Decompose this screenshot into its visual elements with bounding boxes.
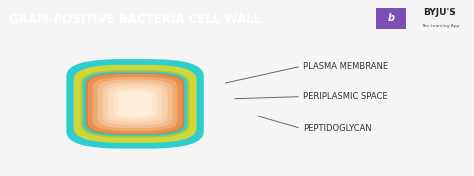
- FancyBboxPatch shape: [66, 59, 204, 149]
- Text: PERIPLASMIC SPACE: PERIPLASMIC SPACE: [303, 92, 388, 101]
- Text: The Learning App: The Learning App: [421, 24, 459, 28]
- Text: GRAM-POSITIVE BACTERIA CELL WALL: GRAM-POSITIVE BACTERIA CELL WALL: [9, 12, 261, 26]
- Text: b: b: [387, 13, 394, 23]
- FancyBboxPatch shape: [86, 73, 184, 134]
- FancyBboxPatch shape: [118, 91, 153, 117]
- FancyBboxPatch shape: [98, 80, 173, 128]
- FancyBboxPatch shape: [92, 77, 178, 131]
- FancyBboxPatch shape: [83, 71, 187, 136]
- FancyBboxPatch shape: [73, 65, 197, 143]
- FancyBboxPatch shape: [102, 82, 168, 125]
- Text: BYJU'S: BYJU'S: [423, 8, 456, 17]
- Bar: [376, 8, 406, 29]
- FancyBboxPatch shape: [88, 74, 182, 134]
- FancyBboxPatch shape: [113, 88, 157, 120]
- Text: PEPTIDOGLYCAN: PEPTIDOGLYCAN: [303, 124, 372, 133]
- FancyBboxPatch shape: [108, 85, 163, 122]
- Text: PLASMA MEMBRANE: PLASMA MEMBRANE: [303, 62, 389, 71]
- FancyBboxPatch shape: [81, 70, 190, 138]
